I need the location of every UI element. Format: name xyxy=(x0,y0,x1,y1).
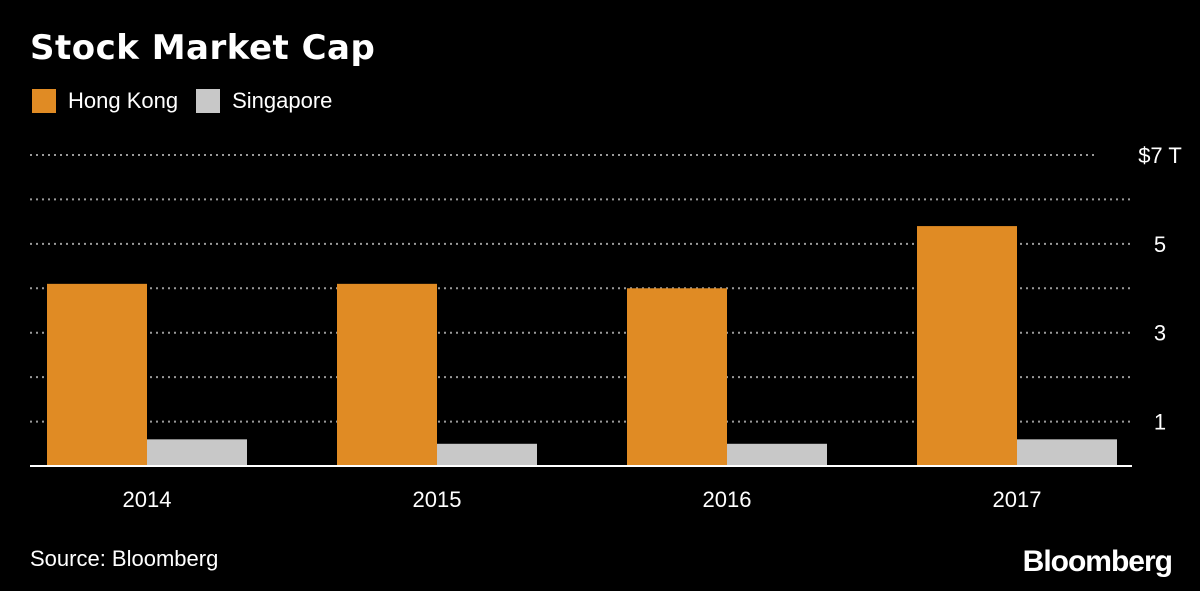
bar-hong-kong-2016 xyxy=(627,288,727,466)
bar-singapore-2016 xyxy=(727,443,827,466)
y-tick-label-1: 1 xyxy=(1154,410,1166,435)
x-tick-label-2014: 2014 xyxy=(123,487,172,512)
y-tick-label-5: 5 xyxy=(1154,232,1166,257)
bar-singapore-2014 xyxy=(147,439,247,466)
legend-item-singapore: Singapore xyxy=(196,88,332,114)
y-tick-label-3: 3 xyxy=(1154,321,1166,346)
bar-singapore-2017 xyxy=(1017,439,1117,466)
bar-hong-kong-2015 xyxy=(337,283,437,466)
y-tick-label-7: $7 T xyxy=(1138,143,1182,168)
source-note: Source: Bloomberg xyxy=(30,546,219,571)
bloomberg-logo: Bloomberg xyxy=(1022,545,1173,578)
bar-singapore-2015 xyxy=(437,443,537,466)
bar-hong-kong-2017 xyxy=(917,226,1017,466)
legend-label-hong-kong: Hong Kong xyxy=(68,88,179,113)
bar-hong-kong-2014 xyxy=(47,283,147,466)
legend-swatch-hong-kong xyxy=(32,89,56,113)
x-tick-label-2017: 2017 xyxy=(993,487,1042,512)
x-tick-label-2015: 2015 xyxy=(413,487,462,512)
legend: Hong Kong Singapore xyxy=(32,88,350,114)
x-tick-label-2016: 2016 xyxy=(703,487,752,512)
legend-item-hong-kong: Hong Kong xyxy=(32,88,178,114)
legend-label-singapore: Singapore xyxy=(232,88,333,113)
chart-title: Stock Market Cap xyxy=(30,28,376,68)
legend-swatch-singapore xyxy=(196,89,221,113)
